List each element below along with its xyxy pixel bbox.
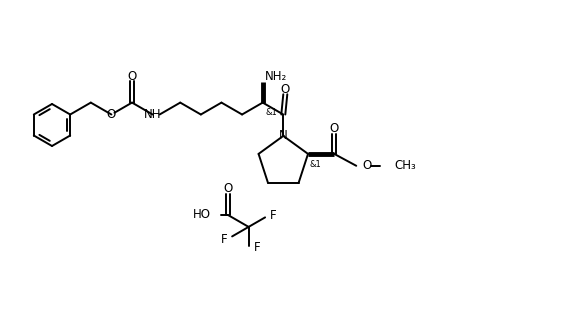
Text: O: O (329, 122, 339, 135)
Text: O: O (223, 182, 233, 195)
Text: CH₃: CH₃ (394, 159, 416, 172)
Text: O: O (127, 70, 137, 83)
Text: NH₂: NH₂ (265, 70, 287, 83)
Text: O: O (280, 83, 290, 96)
Text: F: F (254, 241, 260, 254)
Text: N: N (279, 129, 288, 142)
Text: NH: NH (144, 108, 162, 121)
Text: &1: &1 (266, 108, 278, 117)
Text: HO: HO (193, 208, 211, 221)
Text: F: F (270, 209, 277, 222)
Text: O: O (362, 159, 372, 172)
Text: O: O (107, 108, 116, 121)
Text: &1: &1 (309, 160, 321, 169)
Text: F: F (220, 233, 227, 246)
